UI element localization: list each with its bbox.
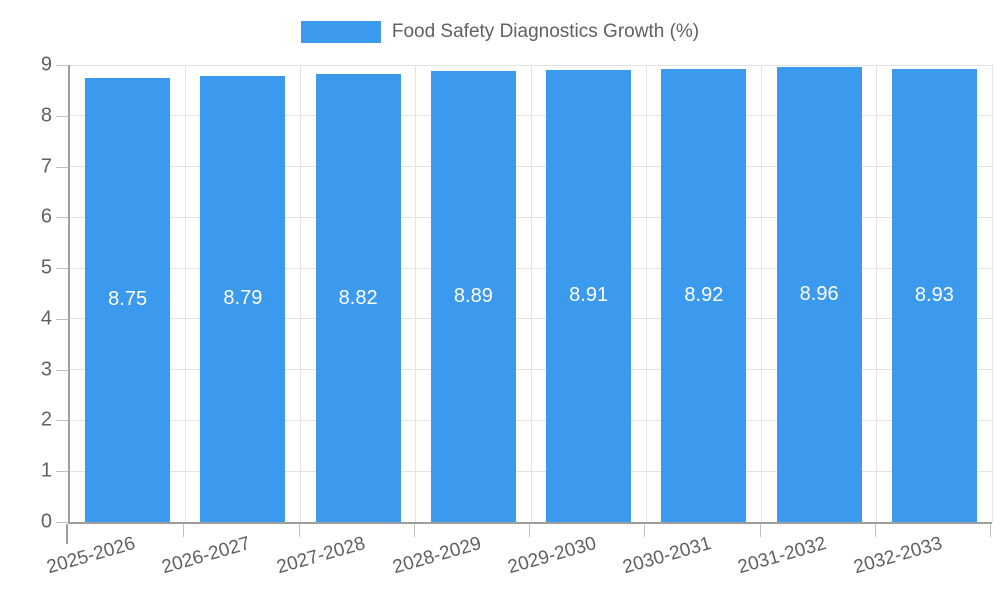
y-axis-tick	[56, 318, 68, 320]
bar: 8.79	[200, 75, 286, 522]
x-axis-tick	[644, 524, 646, 537]
x-axis-tick-label: 2026-2027	[159, 533, 253, 579]
x-axis-tick	[298, 524, 300, 537]
bar: 8.91	[546, 69, 632, 522]
y-axis-tick-label: 7	[40, 155, 52, 178]
x-axis-tick	[759, 524, 761, 537]
bar: 8.89	[430, 70, 516, 522]
bar: 8.96	[776, 67, 862, 522]
x-axis-tick-label: 2028-2029	[390, 533, 484, 579]
y-axis-tick	[56, 217, 68, 219]
gridline-v	[530, 65, 532, 522]
y-axis-tick-label: 2	[40, 408, 52, 431]
bar: 8.93	[891, 68, 977, 522]
y-axis-tick-label: 6	[40, 205, 52, 228]
bar: 8.82	[315, 74, 401, 522]
x-axis-tick-label: 2025-2026	[44, 533, 138, 579]
legend-swatch-icon	[300, 21, 381, 43]
x-axis-tick-label: 2030-2031	[620, 533, 714, 579]
x-axis-tick	[183, 524, 185, 537]
x-axis-tick	[413, 524, 415, 537]
gridline-v	[184, 65, 186, 522]
y-axis-tick	[56, 115, 68, 117]
bar: 8.92	[661, 69, 747, 522]
gridline-v	[300, 65, 301, 522]
y-axis-tick	[56, 369, 68, 371]
y-axis-tick-label: 4	[40, 307, 52, 330]
bar-value-label: 8.92	[684, 284, 724, 307]
bar-value-label: 8.93	[914, 283, 954, 306]
gridline-v	[761, 65, 762, 522]
y-axis-tick	[56, 522, 68, 523]
y-axis-tick	[56, 65, 68, 66]
x-axis-tick-label: 2032-2033	[851, 533, 945, 579]
bar-value-label: 8.91	[569, 284, 609, 307]
gridline-v	[415, 65, 417, 522]
bar-value-label: 8.89	[453, 284, 493, 307]
bar-value-label: 8.79	[223, 287, 263, 310]
bar: 8.75	[85, 77, 171, 522]
y-axis-tick-label: 9	[40, 53, 52, 76]
y-axis-tick-label: 0	[40, 510, 52, 533]
y-axis-tick-label: 3	[40, 358, 52, 381]
legend-label: Food Safety Diagnostics Growth (%)	[391, 21, 700, 42]
plot-area: 8.75 8.79 8.82 8.89 8.91 8.92 8.96 8.93	[68, 64, 993, 524]
bar-value-label: 8.82	[338, 286, 378, 309]
y-axis-tick-label: 5	[40, 256, 52, 279]
y-axis-tick-label: 8	[40, 104, 52, 127]
bar-value-label: 8.96	[799, 283, 839, 306]
y-axis-line-extension	[66, 524, 68, 544]
chart-legend: Food Safety Diagnostics Growth (%)	[0, 21, 1000, 43]
gridline-v	[645, 65, 647, 522]
x-axis-tick-label: 2031-2032	[735, 533, 829, 579]
bar-value-label: 8.75	[108, 288, 148, 311]
x-axis-tick	[529, 524, 530, 537]
gridline-v	[991, 65, 993, 522]
y-axis-tick	[56, 471, 68, 473]
x-axis-tick-label: 2027-2028	[274, 533, 368, 579]
y-axis-tick	[56, 166, 68, 168]
x-axis-tick-label: 2029-2030	[505, 533, 599, 579]
y-axis-tick	[56, 268, 68, 270]
x-axis-tick	[990, 524, 991, 537]
y-axis-tick-label: 1	[40, 459, 52, 482]
y-axis-tick	[56, 420, 68, 422]
x-axis-tick	[874, 524, 876, 537]
gridline-v	[876, 65, 878, 522]
legend-item[interactable]: Food Safety Diagnostics Growth (%)	[300, 21, 700, 43]
